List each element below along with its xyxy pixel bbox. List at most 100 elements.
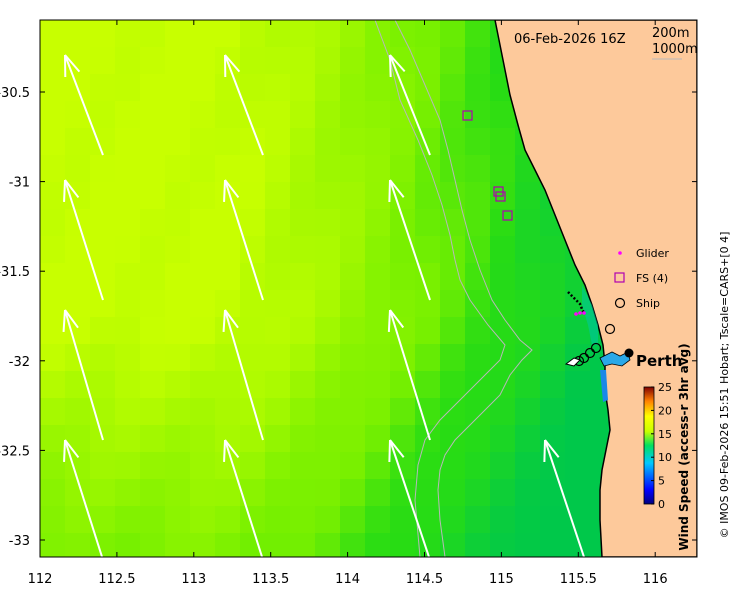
wind-cell	[515, 506, 541, 534]
wind-cell	[290, 20, 316, 48]
wind-cell	[390, 263, 416, 291]
colorbar-tick-label: 5	[658, 475, 665, 488]
wind-cell	[190, 263, 216, 291]
wind-cell	[140, 263, 166, 291]
wind-cell	[340, 209, 366, 237]
wind-cell	[315, 47, 341, 75]
wind-cell	[165, 20, 191, 48]
wind-cell	[465, 47, 491, 75]
x-tick-label: 113	[181, 572, 206, 587]
wind-cell	[315, 290, 341, 318]
ship-legend-icon	[614, 297, 626, 309]
wind-cell	[90, 209, 116, 237]
wind-cell	[90, 371, 116, 399]
wind-cell	[115, 506, 141, 534]
wind-cell	[40, 209, 66, 237]
wind-arrow	[223, 179, 264, 301]
wind-cell	[290, 236, 316, 264]
wind-cell	[90, 236, 116, 264]
wind-cell	[515, 479, 541, 507]
wind-cell	[365, 20, 391, 48]
wind-cell	[190, 452, 216, 480]
wind-cell	[115, 155, 141, 183]
wind-cell	[565, 344, 591, 372]
wind-cell	[365, 155, 391, 183]
colorbar-label: Wind Speed (access-r 3hr avg)	[677, 343, 691, 550]
wind-cell	[40, 263, 66, 291]
wind-cell	[565, 317, 591, 345]
x-tick-label: 116	[643, 572, 668, 587]
wind-cell	[90, 74, 116, 102]
wind-cell	[165, 371, 191, 399]
wind-cell	[515, 533, 541, 557]
wind-cell	[390, 209, 416, 237]
wind-cell	[190, 506, 216, 534]
glider-marker	[578, 311, 582, 315]
wind-cell	[340, 74, 366, 102]
wind-cell	[565, 452, 591, 480]
wind-cell	[315, 452, 341, 480]
wind-cell	[40, 344, 66, 372]
wind-cell	[140, 290, 166, 318]
y-tick-label: -32.5	[0, 444, 30, 459]
wind-cell	[515, 317, 541, 345]
wind-cell	[240, 425, 266, 453]
wind-arrow	[389, 54, 431, 156]
wind-cell	[365, 506, 391, 534]
wind-cell	[315, 182, 341, 210]
wind-cell	[240, 155, 266, 183]
wind-cell	[215, 398, 241, 426]
wind-cell	[440, 20, 466, 48]
wind-cell	[415, 209, 441, 237]
wind-cell	[290, 47, 316, 75]
wind-cell	[265, 182, 291, 210]
wind-cell	[115, 452, 141, 480]
contour-1000m	[374, 20, 506, 557]
wind-cell	[465, 20, 491, 48]
wind-cell	[140, 425, 166, 453]
wind-cell	[40, 452, 66, 480]
wind-cell	[415, 452, 441, 480]
wind-cell	[265, 317, 291, 345]
wind-cell	[290, 182, 316, 210]
wind-arrows	[62, 54, 586, 557]
wind-cell	[165, 209, 191, 237]
wind-cell	[390, 398, 416, 426]
x-tick-label: 112	[28, 572, 53, 587]
y-tick-label: -31.5	[0, 265, 30, 280]
wind-cell	[490, 236, 516, 264]
wind-cell	[165, 425, 191, 453]
wind-cell	[490, 155, 516, 183]
wind-cell	[315, 263, 341, 291]
wind-cell	[515, 290, 541, 318]
wind-cell	[365, 209, 391, 237]
wind-cell	[40, 398, 66, 426]
glider-legend-icon	[618, 251, 622, 255]
wind-cell	[415, 344, 441, 372]
wind-cell	[90, 506, 116, 534]
wind-cell	[390, 371, 416, 399]
contour-200m	[394, 20, 533, 557]
wind-cell	[340, 263, 366, 291]
wind-cell	[290, 290, 316, 318]
colorbar-tick-label: 0	[658, 498, 665, 511]
wind-cell	[365, 263, 391, 291]
wind-cell	[290, 398, 316, 426]
wind-cell	[540, 479, 566, 507]
wind-cell	[65, 533, 91, 557]
wind-cell	[190, 47, 216, 75]
wind-cell	[240, 209, 266, 237]
wind-cell	[290, 263, 316, 291]
wind-cell	[340, 128, 366, 156]
wind-cell	[240, 182, 266, 210]
wind-cell	[265, 371, 291, 399]
wind-cell	[165, 128, 191, 156]
wind-cell	[340, 47, 366, 75]
wind-cell	[140, 20, 166, 48]
wind-cell	[340, 344, 366, 372]
wind-cell	[490, 371, 516, 399]
wind-cell	[290, 128, 316, 156]
colorbar-tick-label: 25	[658, 381, 672, 394]
wind-cell	[190, 209, 216, 237]
wind-cell	[140, 371, 166, 399]
